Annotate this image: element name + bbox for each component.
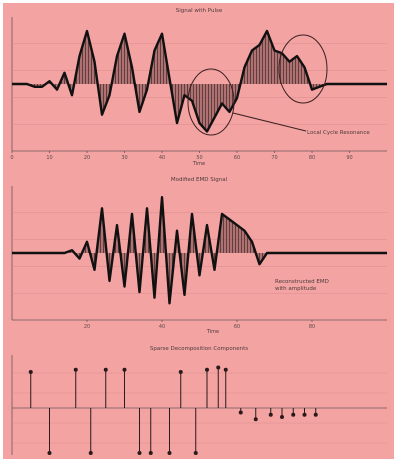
panel-1-tick-label: 0 — [10, 155, 13, 161]
chart-figure: Signal with Pulse Local Cycle Resonance … — [10, 8, 387, 455]
stem-point — [122, 367, 127, 372]
figure: Signal with Pulse Local Cycle Resonance … — [3, 3, 394, 459]
panel-1-hatch — [12, 31, 387, 132]
panel-1-tick-label: 30 — [121, 155, 127, 161]
panel-1-tick-label: 70 — [271, 155, 277, 161]
panel-2-area — [12, 197, 387, 304]
panel-3-title: Sparse Decomposition Components — [150, 346, 248, 352]
panel-1-xlabel: Time — [192, 161, 205, 167]
stem-point — [73, 367, 78, 372]
panel-1-title: Signal with Pulse — [176, 8, 223, 14]
panel-1-tick-label: 90 — [346, 155, 352, 161]
panel-1: Signal with Pulse Local Cycle Resonance … — [10, 8, 387, 167]
stem-point — [268, 412, 273, 417]
stem-point — [205, 367, 209, 372]
stem-point — [47, 451, 52, 455]
stem-point — [178, 370, 183, 374]
stem-point — [193, 451, 198, 455]
panel-1-circle-right — [278, 34, 328, 104]
panel-1-annotation: Local Cycle Resonance — [307, 130, 370, 136]
panel-2: Modified EMD Signal Reconstructed EMD wit… — [11, 177, 387, 335]
panel-1-tick-label: 50 — [196, 155, 202, 161]
panel-2-hatch — [12, 197, 387, 304]
panel-2-tick-label: 40 — [159, 324, 165, 330]
stem-point — [88, 451, 93, 455]
stem-point — [280, 415, 284, 419]
stem-point — [253, 417, 258, 422]
panel-1-circle-left — [187, 68, 235, 136]
panel-1-tick-label: 60 — [234, 155, 240, 161]
stem-point — [137, 451, 142, 455]
panel-2-tick-label: 20 — [84, 324, 90, 330]
stem-point — [148, 451, 153, 455]
panel-2-tick-label: 60 — [234, 324, 240, 330]
stem-point — [216, 365, 221, 370]
stem-point — [223, 367, 228, 372]
panel-3: Sparse Decomposition Components — [11, 346, 387, 455]
stem-point — [103, 367, 108, 372]
panel-2-xlabel: Time — [206, 329, 219, 335]
stem-point — [291, 412, 296, 417]
panel-2-title: Modified EMD Signal — [171, 177, 228, 183]
stem-point — [167, 451, 172, 455]
panel-1-tick-label: 80 — [309, 155, 315, 161]
stem-point — [238, 410, 243, 415]
panel-1-tick-label: 20 — [84, 155, 90, 161]
panel-2-annotation: Reconstructed EMD with amplitude — [275, 279, 329, 292]
stem-point — [302, 412, 307, 417]
panel-1-annotation-arrow — [232, 112, 307, 132]
stem-point — [313, 412, 318, 417]
panel-2-tick-label: 80 — [309, 324, 315, 330]
panel-2-signal-line — [12, 196, 387, 305]
panel-1-tick-label: 40 — [159, 155, 165, 161]
panel-1-tick-label: 10 — [46, 155, 52, 161]
stem-point — [28, 370, 33, 374]
